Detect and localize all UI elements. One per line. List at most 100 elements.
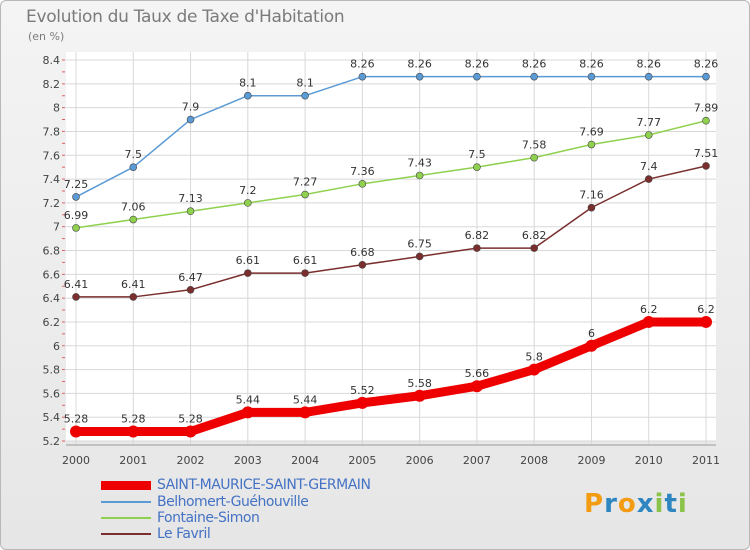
series-line-fontaine-simon (75, 119, 707, 229)
y-tick-label: 7.8 (43, 125, 61, 138)
data-point (644, 131, 653, 139)
data-point (244, 199, 252, 207)
legend-label: SAINT-MAURICE-SAINT-GERMAIN (157, 477, 371, 493)
data-label: 7.69 (579, 126, 604, 139)
data-label: 6.2 (697, 303, 715, 316)
logo-letter: P (584, 489, 605, 519)
x-tick-label: 2009 (577, 454, 605, 467)
data-label: 7.4 (640, 160, 658, 173)
data-label: 8.26 (579, 58, 604, 71)
data-point (530, 153, 538, 162)
data-point (702, 162, 710, 170)
data-label: 7.89 (694, 102, 719, 115)
legend-label: Fontaine-Simon (157, 510, 260, 526)
legend-item: Fontaine-Simon (101, 510, 260, 526)
data-point (585, 339, 598, 352)
data-label: 5.28 (178, 412, 203, 425)
legend-item: SAINT-MAURICE-SAINT-GERMAIN (101, 477, 371, 493)
data-label: 8.26 (522, 58, 547, 71)
x-tick-label: 2005 (348, 454, 376, 467)
data-point (530, 244, 538, 252)
data-point (473, 244, 481, 252)
legend-swatch (101, 480, 151, 490)
data-label: 8.26 (465, 58, 490, 71)
data-label: 6.47 (178, 271, 203, 284)
data-label: 7.25 (64, 178, 89, 191)
data-label: 5.66 (465, 367, 490, 380)
y-tick-label: 5.2 (43, 435, 61, 448)
chart-title: Evolution du Taux de Taxe d'Habitation (26, 7, 345, 27)
data-point (702, 72, 710, 81)
y-tick-label: 6.8 (43, 245, 61, 258)
x-tick-label: 2000 (62, 454, 90, 467)
y-tick-label: 6.6 (43, 268, 61, 281)
data-label: 5.8 (525, 351, 543, 364)
legend-label: Belhomert-Guéhouville (157, 494, 309, 510)
data-label: 7.06 (121, 201, 146, 214)
data-point (530, 72, 538, 81)
data-label: 7.5 (125, 148, 143, 161)
data-label: 7.5 (468, 148, 486, 161)
data-point (700, 315, 712, 328)
data-point (702, 116, 710, 125)
data-point (184, 425, 197, 438)
data-label: 6.82 (522, 229, 547, 242)
data-label: 6.41 (64, 278, 89, 291)
data-label: 5.28 (121, 412, 146, 425)
data-label: 6.99 (64, 209, 89, 222)
data-label: 5.58 (407, 377, 432, 390)
data-point (528, 363, 541, 376)
data-label: 7.13 (178, 192, 203, 205)
data-point (70, 425, 82, 438)
y-tick-label: 7.4 (43, 173, 61, 186)
legend-item: Le Favril (101, 526, 211, 542)
data-point (301, 91, 309, 100)
data-label: 8.26 (636, 58, 661, 71)
data-label: 7.36 (350, 165, 375, 178)
data-label: 6.61 (236, 254, 261, 267)
series-line-saint-maurice-saint-germain (76, 317, 706, 436)
data-label: 5.44 (236, 393, 261, 406)
data-point (244, 91, 252, 100)
series-line-le-favril (76, 165, 707, 298)
data-label: 7.27 (293, 176, 318, 189)
data-point (186, 207, 195, 216)
data-point (301, 269, 309, 277)
data-label: 6.41 (121, 278, 146, 291)
data-label: 8.26 (407, 58, 432, 71)
data-point (642, 315, 655, 328)
logo-letter: i (654, 489, 665, 519)
data-label: 8.1 (296, 77, 314, 90)
data-label: 6.82 (465, 229, 490, 242)
data-point (470, 380, 483, 393)
data-point (72, 224, 80, 232)
data-point (587, 203, 596, 212)
y-tick-label: 5.4 (43, 411, 61, 424)
data-label: 5.52 (350, 384, 375, 397)
logo-letter: i (677, 489, 688, 519)
data-point (587, 140, 596, 149)
plot-area (66, 52, 716, 441)
data-point (358, 72, 367, 81)
x-tick-label: 2010 (635, 454, 663, 467)
data-point (644, 72, 653, 81)
legend-swatch (101, 517, 151, 519)
data-label: 8.1 (239, 77, 257, 90)
data-point (301, 190, 309, 199)
x-tick-label: 2003 (234, 454, 262, 467)
y-tick-label: 5.8 (43, 364, 61, 377)
y-tick-label: 8.4 (43, 54, 61, 67)
data-label: 5.28 (64, 412, 89, 425)
x-tick-label: 2007 (463, 454, 491, 467)
legend-swatch (101, 533, 151, 535)
data-point (358, 260, 367, 269)
data-point (473, 72, 481, 81)
legend-swatch (101, 501, 151, 503)
data-point (186, 285, 195, 294)
data-point (644, 175, 653, 183)
x-tick-label: 2002 (177, 454, 205, 467)
data-label: 5.44 (293, 393, 318, 406)
y-tick-label: 5.6 (43, 387, 61, 400)
